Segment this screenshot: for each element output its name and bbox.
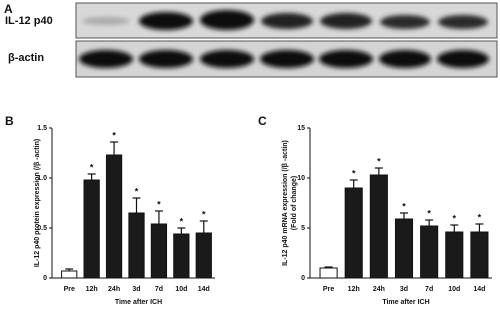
significance-mark: * bbox=[157, 199, 161, 209]
significance-mark: * bbox=[180, 216, 184, 226]
bar bbox=[369, 174, 388, 279]
significance-mark: * bbox=[202, 209, 206, 219]
y-tick-label: 15 bbox=[297, 125, 305, 132]
x-tick-label: 7d bbox=[425, 286, 433, 293]
significance-mark: * bbox=[402, 201, 406, 211]
bar bbox=[344, 187, 363, 279]
x-tick-label: 10d bbox=[175, 286, 187, 293]
significance-mark: * bbox=[377, 156, 381, 166]
y-tick-label: 0.5 bbox=[37, 225, 47, 232]
bar bbox=[319, 267, 338, 279]
x-tick-label: 24h bbox=[373, 286, 385, 293]
y-axis-label: IL-12 p40 mRNA expression (/β -actin) bbox=[282, 140, 289, 266]
y-tick-label: 1.0 bbox=[37, 175, 47, 182]
significance-mark: * bbox=[90, 162, 94, 172]
y-tick-label: 0 bbox=[43, 275, 47, 282]
x-tick-label: 10d bbox=[448, 286, 460, 293]
significance-mark: * bbox=[478, 212, 482, 222]
bar bbox=[420, 225, 439, 279]
bar bbox=[128, 212, 145, 279]
bar bbox=[195, 232, 212, 279]
y-tick-label: 0 bbox=[301, 275, 305, 282]
bar bbox=[105, 154, 123, 279]
x-tick-label: Pre bbox=[64, 286, 75, 293]
bar bbox=[150, 223, 168, 279]
y-tick-label: 10 bbox=[297, 175, 305, 182]
blot-label: β-actin bbox=[8, 52, 44, 64]
bar bbox=[394, 218, 414, 279]
bar bbox=[83, 179, 100, 279]
significance-mark: * bbox=[352, 168, 356, 178]
x-tick-label: 3d bbox=[132, 286, 140, 293]
significance-mark: * bbox=[135, 186, 139, 196]
significance-mark: * bbox=[427, 208, 431, 218]
x-tick-label: 3d bbox=[400, 286, 408, 293]
y-tick-label: 5 bbox=[301, 225, 305, 232]
y-tick-label: 1.5 bbox=[37, 125, 47, 132]
panel-label: B bbox=[5, 114, 14, 128]
bar bbox=[445, 231, 464, 279]
significance-mark: * bbox=[453, 213, 457, 223]
significance-mark: * bbox=[112, 130, 116, 140]
x-axis-label: Time after ICH bbox=[115, 299, 162, 306]
x-tick-label: 12h bbox=[86, 286, 98, 293]
x-tick-label: 24h bbox=[108, 286, 120, 293]
bar bbox=[61, 270, 78, 279]
y-axis-label: (Fold of change) bbox=[291, 176, 298, 230]
blot-image bbox=[75, 2, 498, 78]
x-axis-label: Time after ICH bbox=[382, 299, 429, 306]
x-tick-label: 14d bbox=[198, 286, 210, 293]
panel-label: C bbox=[258, 114, 267, 128]
x-tick-label: 14d bbox=[473, 286, 485, 293]
x-tick-label: Pre bbox=[323, 286, 334, 293]
panel-label: A bbox=[4, 2, 13, 16]
bar bbox=[173, 233, 190, 279]
blot-label: IL-12 p40 bbox=[5, 15, 53, 27]
x-tick-label: 7d bbox=[155, 286, 163, 293]
y-axis-label: IL-12 p40 protein expression (/β -actin) bbox=[34, 139, 41, 267]
bar bbox=[470, 231, 489, 279]
x-tick-label: 12h bbox=[348, 286, 360, 293]
